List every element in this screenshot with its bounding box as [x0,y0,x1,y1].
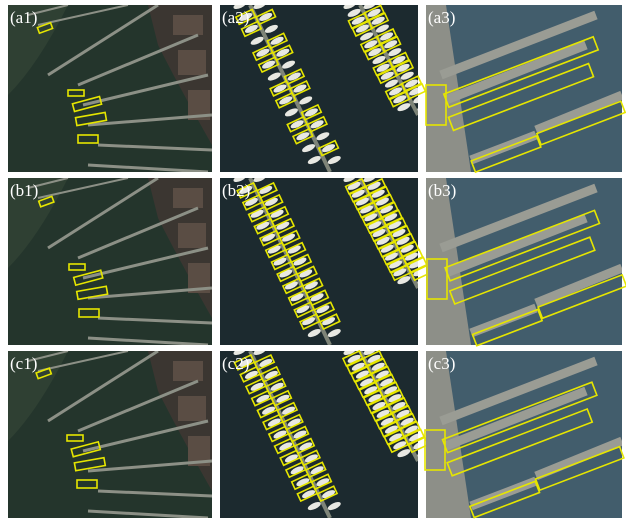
panel-label: (b1) [10,181,38,200]
image-panel: (a2) [220,0,431,172]
panel-label: (a2) [222,8,249,27]
image-panel: (c3) [425,351,624,518]
image-panel: (a3) [426,5,625,172]
panel-label: (b3) [428,181,456,200]
image-panel: (b1) [8,178,212,345]
image-panel: (c2) [220,345,431,518]
panel-label: (c2) [222,354,249,373]
panel-label: (b2) [222,181,250,200]
image-panel: (a1) [8,5,212,172]
image-panel: (b2) [220,172,431,345]
panel-grid: (a1) (a2) (a3) (b1) (b2) (b3) (c1) (c2) (c3) [8,0,626,518]
panel-label: (c1) [10,354,37,373]
panel-label: (a1) [10,8,37,27]
image-panel: (b3) [426,178,626,346]
image-panel: (c1) [8,351,212,518]
figure: (a1) (a2) (a3) (b1) (b2) (b3) (c1) (c2) (c3) [0,0,626,521]
panel-label: (a3) [428,8,455,27]
panel-label: (c3) [428,354,455,373]
